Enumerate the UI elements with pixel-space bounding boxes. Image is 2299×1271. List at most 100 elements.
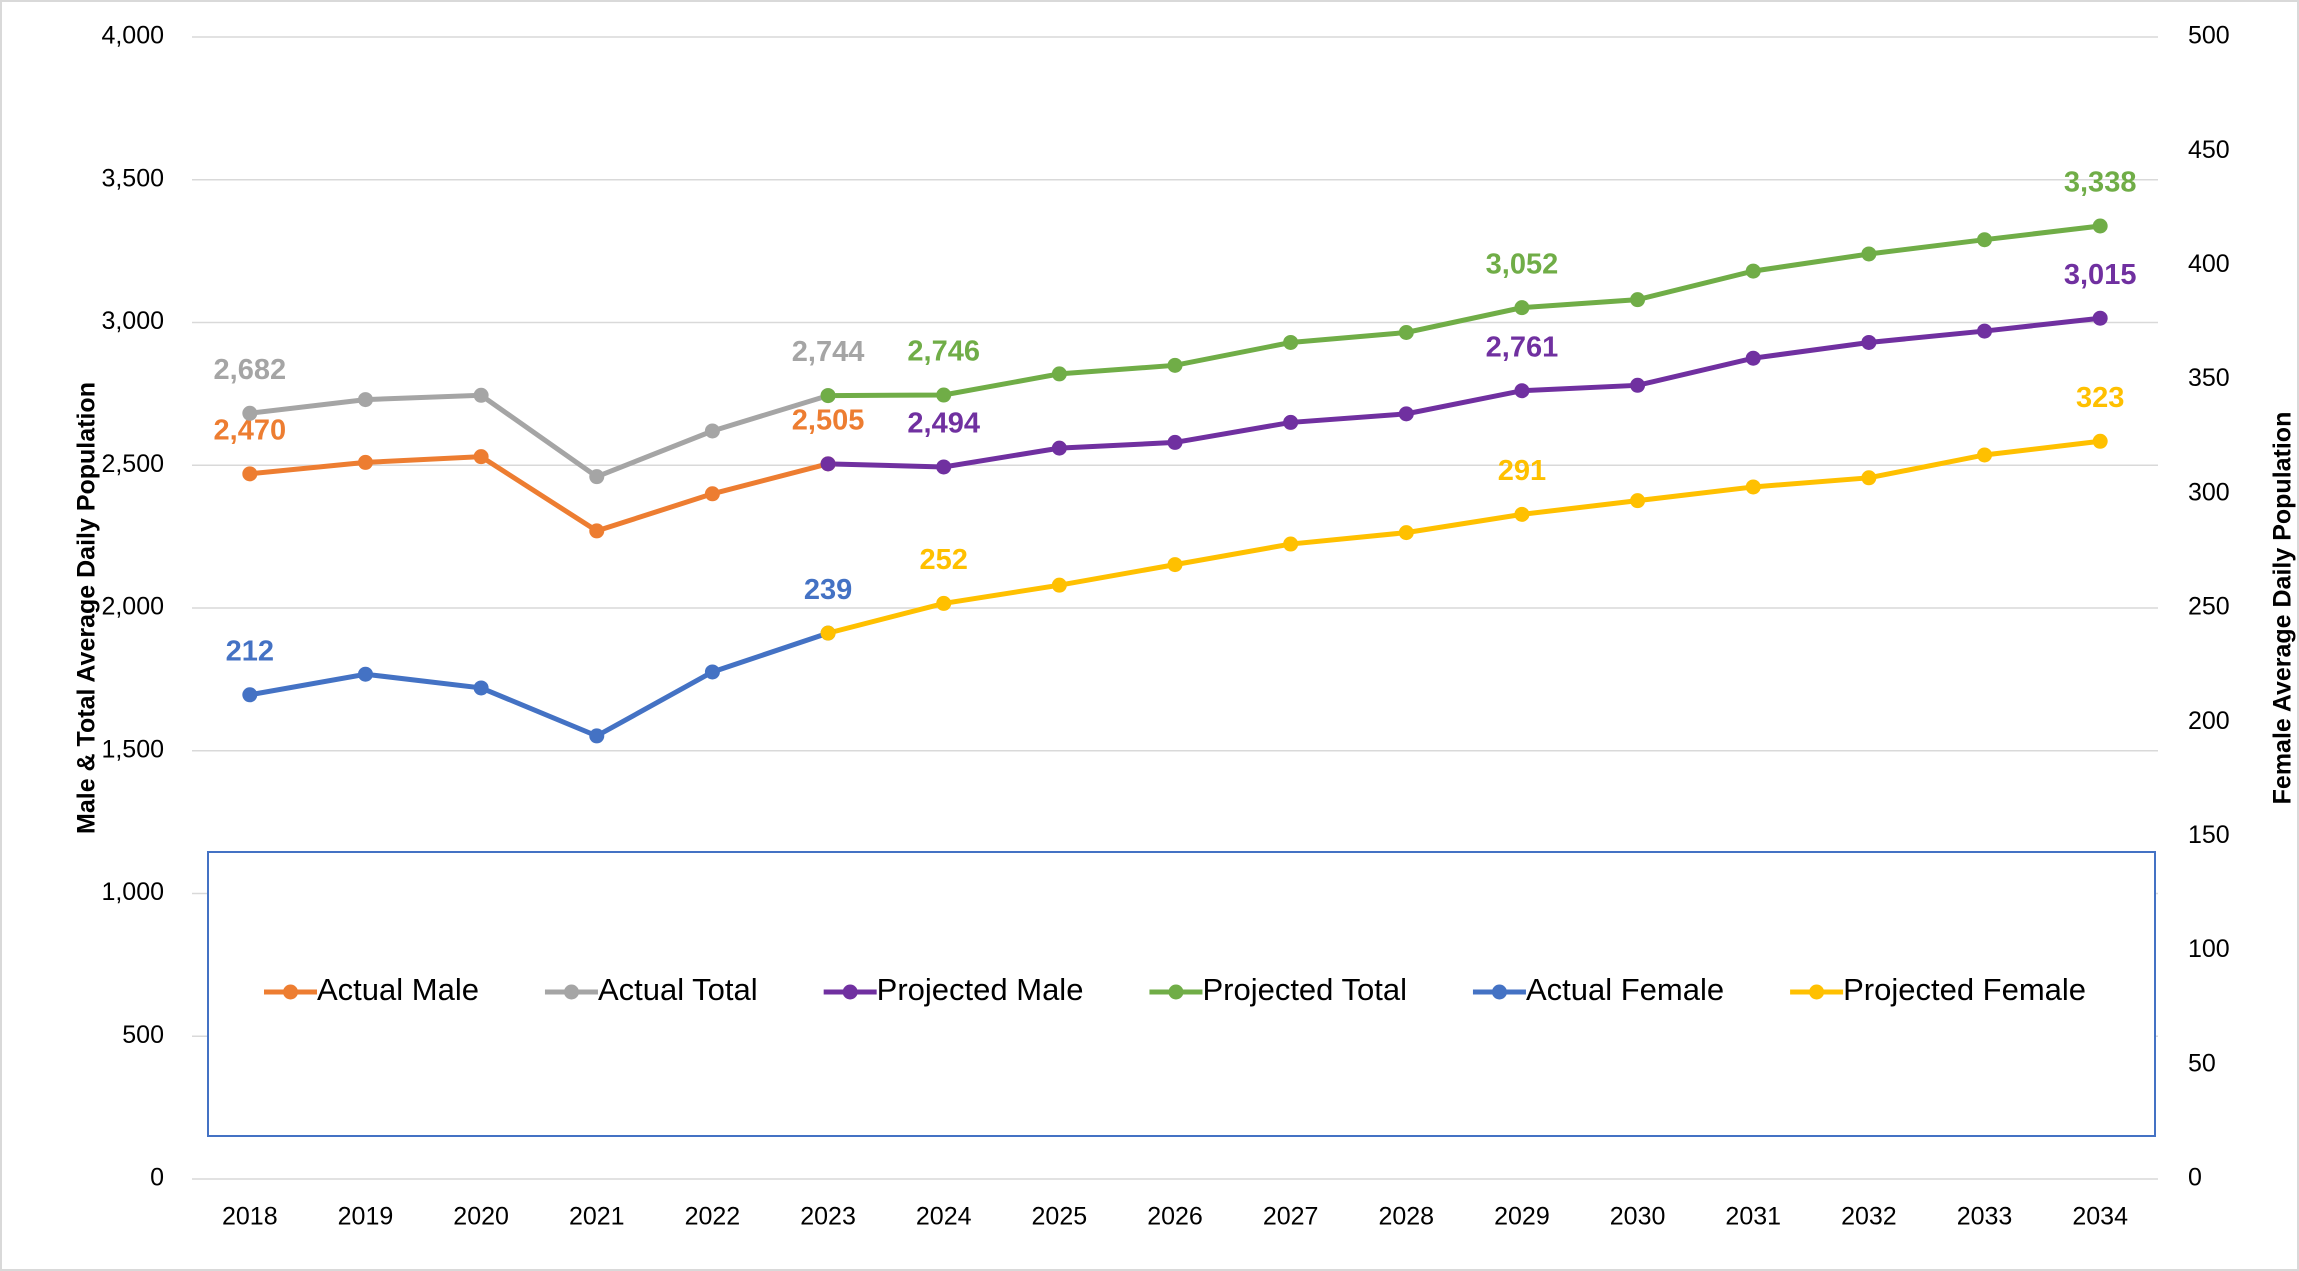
data-label: 2,744 <box>792 336 865 368</box>
y2-tick-label: 250 <box>2188 593 2230 621</box>
data-label: 2,682 <box>214 354 287 386</box>
y-axis-title: Male & Total Average Daily Population <box>73 382 101 834</box>
data-point <box>1051 366 1067 382</box>
data-label: 212 <box>226 635 274 667</box>
x-tick-label: 2027 <box>1263 1203 1319 1231</box>
data-point <box>1745 263 1761 279</box>
data-point <box>1514 383 1530 399</box>
data-label: 3,338 <box>2064 167 2137 199</box>
series-line <box>828 223 2101 399</box>
x-tick-label: 2033 <box>1957 1203 2013 1231</box>
data-point <box>1861 334 1877 350</box>
data-point <box>357 454 373 470</box>
x-tick-label: 2023 <box>800 1203 856 1231</box>
legend-label: Projected Male <box>877 972 1084 1007</box>
x-tick-label: 2029 <box>1494 1203 1550 1231</box>
data-point <box>473 449 489 465</box>
data-point <box>1861 246 1877 262</box>
data-point <box>820 388 836 404</box>
y2-tick-label: 100 <box>2188 935 2230 963</box>
series-line <box>249 630 829 739</box>
x-tick-label: 2028 <box>1378 1203 1434 1231</box>
y-tick-label: 2,000 <box>101 593 164 621</box>
legend-label: Actual Female <box>1526 972 1724 1007</box>
y2-axis-title: Female Average Daily Population <box>2269 412 2297 805</box>
x-tick-label: 2018 <box>222 1203 278 1231</box>
data-point <box>1745 479 1761 495</box>
legend-label: Actual Total <box>598 972 758 1007</box>
data-point <box>1630 292 1646 308</box>
data-point <box>589 469 605 485</box>
data-point <box>242 405 258 421</box>
y2-tick-label: 350 <box>2188 364 2230 392</box>
legend-label: Actual Male <box>317 972 479 1007</box>
y-tick-label: 1,000 <box>101 878 164 906</box>
y2-tick-label: 0 <box>2188 1164 2202 1192</box>
y-tick-label: 500 <box>122 1021 164 1049</box>
x-tick-label: 2019 <box>338 1203 394 1231</box>
data-label: 2,746 <box>907 336 980 368</box>
data-label: 323 <box>2076 382 2124 414</box>
legend-marker <box>1809 984 1825 1000</box>
x-tick-label: 2020 <box>453 1203 509 1231</box>
data-point <box>704 664 720 680</box>
data-point <box>1051 577 1067 593</box>
data-point <box>1514 506 1530 522</box>
legend-label: Projected Total <box>1202 972 1407 1007</box>
data-point <box>1283 536 1299 552</box>
x-tick-label: 2022 <box>685 1203 741 1231</box>
data-point <box>473 387 489 403</box>
data-point <box>1167 557 1183 573</box>
data-point <box>357 392 373 408</box>
legend-marker <box>1491 984 1507 1000</box>
legend-label: Projected Female <box>1843 972 2086 1007</box>
data-point <box>936 387 952 403</box>
data-point <box>820 456 836 472</box>
data-label: 239 <box>804 574 852 606</box>
x-tick-label: 2024 <box>916 1203 972 1231</box>
y2-tick-label: 450 <box>2188 136 2230 164</box>
data-label: 291 <box>1498 455 1546 487</box>
y-tick-label: 4,000 <box>101 22 164 50</box>
data-point <box>2092 218 2108 234</box>
data-point <box>1167 357 1183 373</box>
y-tick-label: 3,500 <box>101 164 164 192</box>
data-point <box>1630 377 1646 393</box>
data-point <box>2092 310 2108 326</box>
data-point <box>1398 406 1414 422</box>
x-tick-label: 2026 <box>1147 1203 1203 1231</box>
data-point <box>473 680 489 696</box>
data-point <box>704 423 720 439</box>
x-tick-label: 2030 <box>1610 1203 1666 1231</box>
data-label: 252 <box>920 544 968 576</box>
x-tick-label: 2034 <box>2072 1203 2128 1231</box>
data-point <box>1167 434 1183 450</box>
legend-marker <box>1168 984 1184 1000</box>
legend-marker <box>563 984 579 1000</box>
data-point <box>242 687 258 703</box>
data-label: 2,505 <box>792 404 865 436</box>
data-point <box>2092 433 2108 449</box>
data-point <box>936 459 952 475</box>
data-point <box>242 466 258 482</box>
y-tick-label: 2,500 <box>101 450 164 478</box>
y2-tick-label: 400 <box>2188 250 2230 278</box>
y2-tick-label: 150 <box>2188 821 2230 849</box>
data-label: 3,052 <box>1486 248 1559 280</box>
series-line <box>249 454 829 534</box>
data-point <box>1745 350 1761 366</box>
x-tick-label: 2025 <box>1032 1203 1088 1231</box>
data-point <box>820 625 836 641</box>
data-point <box>357 666 373 682</box>
x-tick-label: 2032 <box>1841 1203 1897 1231</box>
legend-marker <box>842 984 858 1000</box>
x-tick-label: 2021 <box>569 1203 625 1231</box>
data-point <box>589 728 605 744</box>
data-point <box>1514 300 1530 316</box>
data-label: 2,761 <box>1486 331 1559 363</box>
legend-marker <box>283 984 298 1000</box>
x-tick-label: 2031 <box>1725 1203 1781 1231</box>
data-point <box>589 523 605 539</box>
